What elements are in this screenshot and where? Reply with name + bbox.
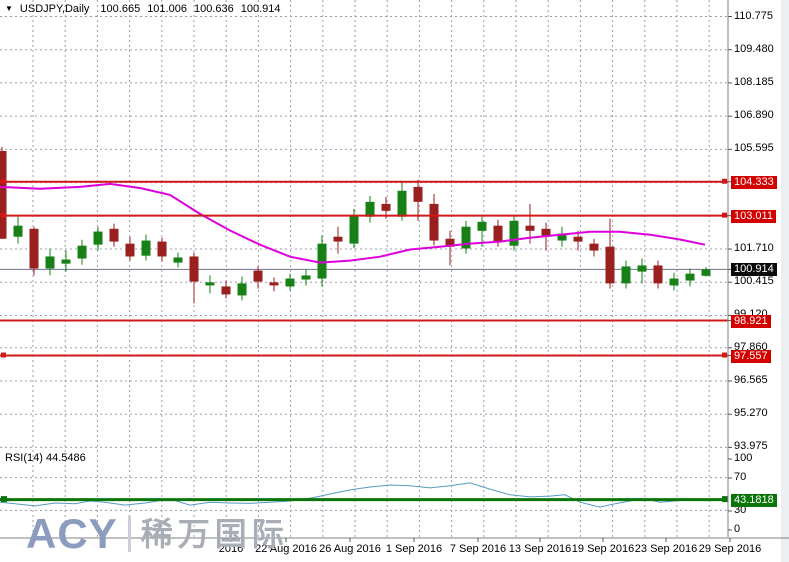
candle-bull [701, 269, 711, 276]
logo-divider [127, 516, 131, 552]
level-price-badge: 103.011 [731, 209, 776, 223]
candle-bull [237, 283, 247, 296]
rsi-axis-label: 30 [734, 504, 747, 516]
candle-bull [13, 225, 23, 237]
price-axis-label: 93.975 [734, 440, 768, 453]
candle-bull [45, 256, 55, 269]
candle-bull [669, 278, 679, 286]
time-axis-label: 1 Sep 2016 [385, 543, 443, 555]
time-axis-label: 22 Aug 2016 [255, 543, 317, 555]
candle-bear [573, 236, 583, 242]
candle-bull [397, 190, 407, 217]
candle-bear [525, 225, 535, 231]
candle-bull [205, 282, 215, 286]
candle-bear [269, 282, 279, 286]
rsi-axis-label: 0 [734, 523, 741, 535]
price-axis-label: 101.710 [734, 242, 774, 255]
candle-bear [29, 228, 39, 269]
symbol-label: USDJPY,Daily [19, 3, 90, 15]
acy-logo-chinese: 稀万国际 [140, 516, 289, 552]
time-axis-label: 19 Sep 2016 [571, 543, 635, 555]
candle-bull [317, 243, 327, 279]
time-axis-label: 26 Aug 2016 [319, 543, 381, 555]
axis-strip [781, 0, 789, 562]
candle-bear [413, 186, 423, 202]
high-value: 101.006 [147, 3, 187, 15]
candle-bear [157, 241, 167, 257]
candle-bull [141, 240, 151, 256]
candle-bear [253, 270, 263, 282]
candle-bull [61, 259, 71, 264]
candle-bull [685, 273, 695, 281]
candle-bear [0, 151, 7, 239]
price-axis-label: 96.565 [734, 373, 768, 386]
price-axis-label: 100.415 [734, 275, 774, 288]
candle-bear [333, 236, 343, 242]
acy-watermark: ACY 稀万国际 [26, 512, 289, 556]
line-handle[interactable] [722, 212, 727, 218]
candle-bear [493, 225, 503, 242]
close-value: 100.914 [240, 3, 281, 15]
candle-bear [189, 256, 199, 282]
line-handle[interactable] [1, 178, 6, 184]
current-price-badge: 100.914 [731, 263, 777, 277]
candle-bull [477, 221, 487, 231]
time-axis-label: 13 Sep 2016 [508, 543, 572, 555]
price-axis-label: 105.595 [734, 142, 774, 155]
time-axis-label: 2016 [218, 543, 244, 555]
line-handle[interactable] [722, 352, 727, 358]
candle-bull [557, 233, 567, 241]
candle-bear [125, 243, 135, 257]
level-price-badge: 104.333 [731, 175, 777, 189]
line-handle[interactable] [722, 178, 727, 184]
open-value: 100.665 [100, 3, 141, 15]
level-price-badge: 98.921 [731, 314, 771, 328]
candle-bear [605, 246, 615, 284]
price-axis-label: 109.480 [734, 42, 774, 55]
candle-bull [301, 275, 311, 280]
price-axis-label: 106.890 [734, 109, 774, 122]
line-handle[interactable] [1, 496, 7, 503]
chart-title: ▼ USDJPY,Daily 100.665 101.006 100.636 1… [5, 3, 280, 15]
candle-bull [349, 215, 359, 244]
rsi-axis-label: 70 [734, 471, 747, 483]
candle-bull [509, 220, 519, 246]
candle-bear [109, 228, 119, 242]
candle-bull [621, 266, 631, 284]
level-price-badge: 97.557 [731, 349, 771, 363]
price-axis-label: 110.775 [734, 9, 773, 22]
candle-bull [173, 257, 183, 263]
moving-average-line [0, 182, 706, 264]
candle-bull [77, 245, 87, 259]
candle-bear [445, 238, 455, 247]
line-handle[interactable] [1, 352, 6, 358]
chevron-down-icon[interactable]: ▼ [5, 4, 13, 13]
candle-bull [285, 278, 295, 287]
time-axis-label: 29 Sep 2016 [698, 543, 762, 555]
time-axis-label: 23 Sep 2016 [634, 543, 698, 555]
candle-bull [461, 226, 471, 249]
time-axis-label: 7 Sep 2016 [449, 543, 507, 555]
rsi-axis-label: 100 [734, 452, 753, 464]
acy-logo-text: ACY [26, 510, 118, 557]
candle-bull [365, 201, 375, 217]
candle-bear [221, 286, 231, 295]
line-handle[interactable] [722, 496, 728, 503]
candle-bear [653, 265, 663, 284]
line-handle[interactable] [1, 212, 6, 218]
candle-bear [381, 203, 391, 211]
price-axis-label: 108.185 [734, 75, 774, 88]
rsi-curve [0, 482, 729, 508]
candle-bear [541, 228, 551, 236]
candle-bear [429, 203, 439, 241]
candle-bull [93, 231, 103, 245]
rsi-level-badge: 43.1818 [731, 493, 777, 507]
price-axis-label: 95.270 [734, 407, 768, 420]
low-value: 100.636 [193, 3, 234, 15]
candle-bear [589, 243, 599, 251]
rsi-indicator-label: RSI(14) 44.5486 [5, 452, 86, 464]
candle-bull [637, 265, 647, 272]
